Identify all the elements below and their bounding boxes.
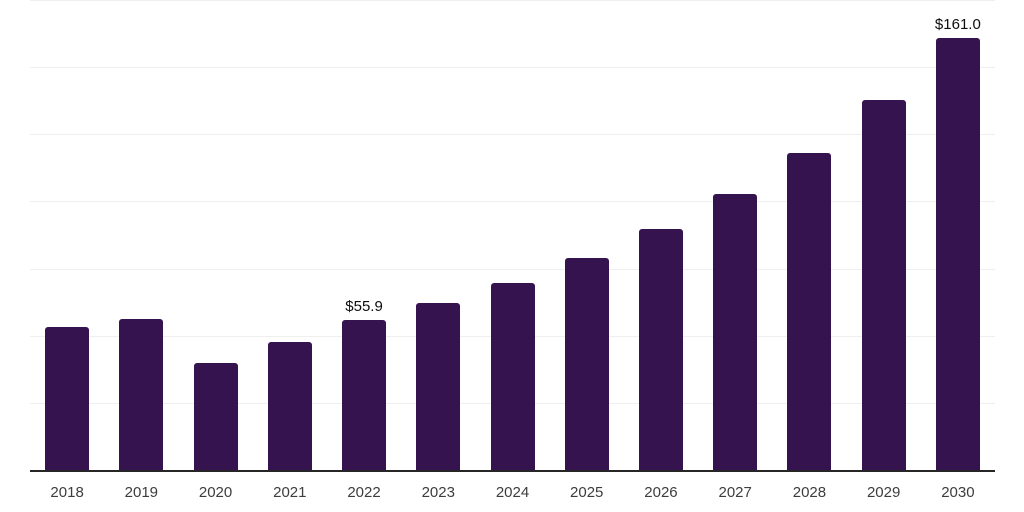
bar-2024 xyxy=(490,282,535,470)
bar-2029 xyxy=(861,100,906,470)
x-tick-label-2022: 2022 xyxy=(347,484,381,501)
bar-2020 xyxy=(193,362,238,470)
gridline xyxy=(30,134,995,136)
bar-2019 xyxy=(119,318,164,470)
bar-2026 xyxy=(638,229,683,470)
x-tick-label-2024: 2024 xyxy=(495,484,530,501)
x-tick-label-2028: 2028 xyxy=(792,484,827,501)
x-axis-line xyxy=(30,469,995,472)
x-tick-label-2021: 2021 xyxy=(273,484,307,501)
gridline xyxy=(30,67,995,69)
bar-2022 xyxy=(342,319,387,470)
x-tick-label-2029: 2029 xyxy=(866,484,901,501)
bar-2025 xyxy=(564,258,609,470)
gridline xyxy=(30,201,995,203)
bar-value-label-2022: $55.9 xyxy=(345,297,383,315)
gridline xyxy=(30,268,995,270)
x-tick-label-2027: 2027 xyxy=(718,484,752,501)
bar-2021 xyxy=(267,341,312,470)
x-tick-label-2020: 2020 xyxy=(198,484,233,501)
gridline xyxy=(30,0,995,1)
bar-2027 xyxy=(713,194,758,470)
x-tick-label-2030: 2030 xyxy=(941,484,975,501)
bar-2023 xyxy=(416,302,461,470)
x-tick-label-2018: 2018 xyxy=(50,484,84,501)
bar-value-label-2030: $161.0 xyxy=(934,15,981,33)
x-tick-label-2026: 2026 xyxy=(644,484,678,501)
x-tick-label-2023: 2023 xyxy=(421,484,455,501)
bar-2030 xyxy=(935,37,980,470)
bar-2028 xyxy=(787,152,832,470)
x-tick-label-2019: 2019 xyxy=(124,484,159,501)
bar-2018 xyxy=(45,327,90,470)
x-tick-label-2025: 2025 xyxy=(570,484,604,501)
